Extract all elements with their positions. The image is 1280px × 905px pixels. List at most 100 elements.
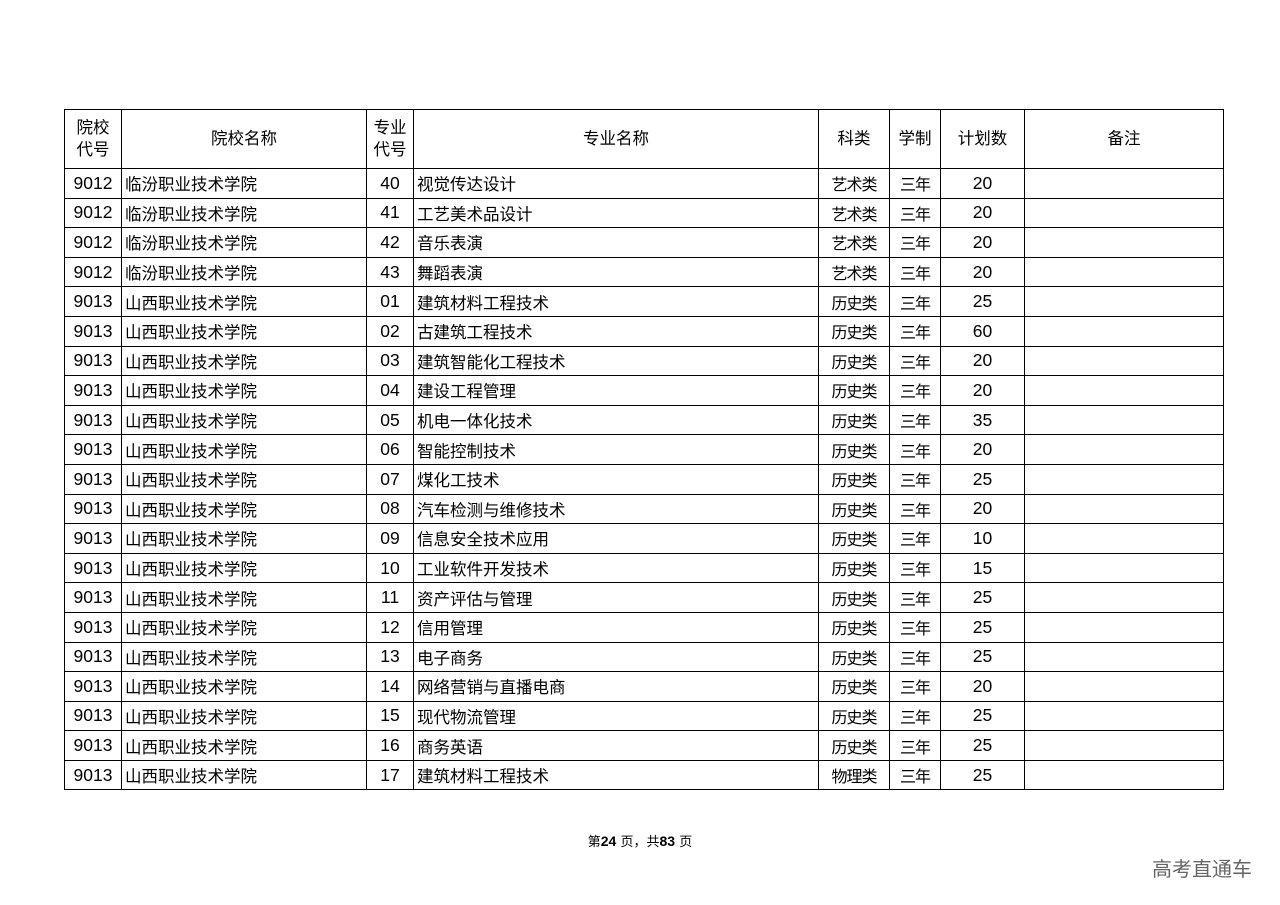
table-row: 9013 山西职业技术学院 01 建筑材料工程技术 历史类 三年 25: [64, 286, 1224, 317]
cell-major-code: 42: [366, 227, 414, 258]
table-row: 9013 山西职业技术学院 07 煤化工技术 历史类 三年 25: [64, 463, 1224, 495]
cell-school-name: 山西职业技术学院: [121, 404, 367, 436]
cell-category: 历史类: [818, 730, 890, 761]
table-row: 9013 山西职业技术学院 17 建筑材料工程技术 物理类 三年 25: [64, 759, 1224, 791]
cell-major-name: 舞蹈表演: [413, 256, 819, 288]
cell-plan: 20: [940, 493, 1025, 525]
cell-duration: 三年: [889, 404, 941, 436]
cell-major-name: 信用管理: [413, 611, 819, 643]
cell-school-code: 9012: [64, 197, 122, 229]
cell-duration: 三年: [889, 345, 941, 377]
cell-remarks: [1024, 434, 1224, 465]
header-plan: 计划数: [940, 109, 1025, 169]
cell-major-code: 16: [366, 730, 414, 761]
cell-major-code: 09: [366, 523, 414, 554]
table-row: 9013 山西职业技术学院 03 建筑智能化工程技术 历史类 三年 20: [64, 345, 1224, 377]
cell-major-name: 煤化工技术: [413, 463, 819, 495]
cell-school-code: 9013: [64, 700, 122, 732]
cell-major-name: 建筑材料工程技术: [413, 286, 819, 317]
cell-plan: 25: [940, 730, 1025, 761]
table-row: 9013 山西职业技术学院 12 信用管理 历史类 三年 25: [64, 611, 1224, 643]
table-row: 9012 临汾职业技术学院 40 视觉传达设计 艺术类 三年 20: [64, 168, 1224, 199]
watermark: 高考直通车: [1152, 857, 1252, 881]
cell-school-name: 山西职业技术学院: [121, 375, 367, 406]
cell-category: 历史类: [818, 671, 890, 702]
cell-remarks: [1024, 671, 1224, 702]
cell-school-name: 山西职业技术学院: [121, 315, 367, 347]
cell-duration: 三年: [889, 434, 941, 465]
cell-school-name: 山西职业技术学院: [121, 345, 367, 377]
cell-category: 物理类: [818, 759, 890, 791]
cell-school-name: 山西职业技术学院: [121, 463, 367, 495]
cell-school-name: 临汾职业技术学院: [121, 227, 367, 258]
cell-major-name: 音乐表演: [413, 227, 819, 258]
cell-school-code: 9013: [64, 375, 122, 406]
cell-major-code: 43: [366, 256, 414, 288]
cell-remarks: [1024, 700, 1224, 732]
cell-major-code: 05: [366, 404, 414, 436]
cell-plan: 25: [940, 582, 1025, 613]
cell-school-name: 山西职业技术学院: [121, 493, 367, 525]
cell-major-code: 12: [366, 611, 414, 643]
cell-major-name: 资产评估与管理: [413, 582, 819, 613]
cell-remarks: [1024, 375, 1224, 406]
cell-plan: 20: [940, 197, 1025, 229]
cell-school-code: 9013: [64, 463, 122, 495]
cell-category: 历史类: [818, 315, 890, 347]
cell-major-name: 工艺美术品设计: [413, 197, 819, 229]
cell-plan: 20: [940, 375, 1025, 406]
table-row: 9013 山西职业技术学院 02 古建筑工程技术 历史类 三年 60: [64, 315, 1224, 347]
table-row: 9013 山西职业技术学院 09 信息安全技术应用 历史类 三年 10: [64, 523, 1224, 554]
cell-plan: 25: [940, 286, 1025, 317]
cell-major-code: 03: [366, 345, 414, 377]
table-row: 9013 山西职业技术学院 08 汽车检测与维修技术 历史类 三年 20: [64, 493, 1224, 525]
table-row: 9013 山西职业技术学院 15 现代物流管理 历史类 三年 25: [64, 700, 1224, 732]
table-row: 9012 临汾职业技术学院 42 音乐表演 艺术类 三年 20: [64, 227, 1224, 258]
cell-duration: 三年: [889, 523, 941, 554]
cell-major-code: 07: [366, 463, 414, 495]
cell-category: 历史类: [818, 523, 890, 554]
header-school-name: 院校名称: [121, 109, 367, 169]
cell-remarks: [1024, 197, 1224, 229]
cell-category: 历史类: [818, 700, 890, 732]
cell-major-code: 40: [366, 168, 414, 199]
cell-major-code: 41: [366, 197, 414, 229]
cell-duration: 三年: [889, 197, 941, 229]
cell-plan: 25: [940, 700, 1025, 732]
cell-major-code: 06: [366, 434, 414, 465]
cell-school-code: 9013: [64, 434, 122, 465]
cell-remarks: [1024, 256, 1224, 288]
cell-category: 历史类: [818, 552, 890, 584]
cell-remarks: [1024, 759, 1224, 791]
table-header-row: 院校 代号 院校名称 专业 代号 专业名称 科类 学制 计划数 备注: [64, 109, 1224, 169]
cell-school-name: 山西职业技术学院: [121, 523, 367, 554]
cell-major-code: 01: [366, 286, 414, 317]
cell-major-name: 建设工程管理: [413, 375, 819, 406]
cell-remarks: [1024, 463, 1224, 495]
cell-major-code: 17: [366, 759, 414, 791]
cell-category: 历史类: [818, 493, 890, 525]
cell-school-name: 山西职业技术学院: [121, 582, 367, 613]
table-row: 9013 山西职业技术学院 04 建设工程管理 历史类 三年 20: [64, 375, 1224, 406]
cell-school-name: 临汾职业技术学院: [121, 197, 367, 229]
cell-category: 历史类: [818, 463, 890, 495]
cell-remarks: [1024, 168, 1224, 199]
cell-duration: 三年: [889, 168, 941, 199]
cell-category: 历史类: [818, 641, 890, 673]
cell-school-code: 9012: [64, 168, 122, 199]
cell-remarks: [1024, 641, 1224, 673]
cell-duration: 三年: [889, 582, 941, 613]
cell-major-code: 02: [366, 315, 414, 347]
cell-remarks: [1024, 315, 1224, 347]
cell-plan: 20: [940, 168, 1025, 199]
table-row: 9013 山西职业技术学院 10 工业软件开发技术 历史类 三年 15: [64, 552, 1224, 584]
cell-major-name: 电子商务: [413, 641, 819, 673]
cell-major-name: 现代物流管理: [413, 700, 819, 732]
table-row: 9013 山西职业技术学院 05 机电一体化技术 历史类 三年 35: [64, 404, 1224, 436]
cell-school-name: 山西职业技术学院: [121, 759, 367, 791]
cell-remarks: [1024, 582, 1224, 613]
cell-school-code: 9013: [64, 641, 122, 673]
cell-school-name: 山西职业技术学院: [121, 611, 367, 643]
cell-category: 历史类: [818, 286, 890, 317]
cell-major-code: 04: [366, 375, 414, 406]
